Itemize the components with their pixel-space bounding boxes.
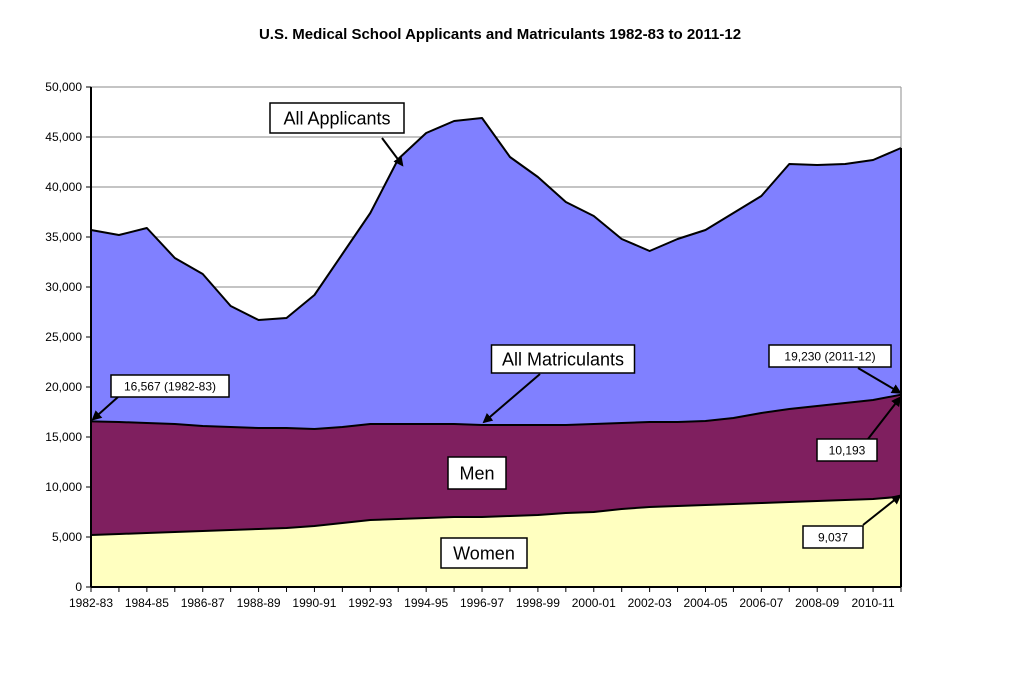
annotation-9-037: 9,037 bbox=[802, 494, 902, 549]
axes: 0 5,000 10,000 15,000 20,000 25,000 30,000 35,0… bbox=[45, 80, 902, 610]
y-tick-label: 5,000 bbox=[52, 530, 82, 544]
x-tick-label: 2010-11 bbox=[851, 596, 894, 610]
x-tick-label: 1984-85 bbox=[125, 596, 169, 610]
line-all-applicants bbox=[90, 117, 902, 321]
annotation-10-193: 10,193 bbox=[816, 396, 902, 462]
annotation-19-230-2011-12: 19,230 (2011-12) bbox=[768, 344, 902, 394]
x-tick-label: 1986-87 bbox=[181, 596, 225, 610]
annotation-arrow bbox=[381, 137, 404, 167]
y-tick-label: 35,000 bbox=[45, 230, 82, 244]
annotation-box bbox=[768, 344, 892, 368]
annotation-box bbox=[269, 102, 405, 134]
y-tick-label: 45,000 bbox=[45, 130, 82, 144]
x-tick-label: 1982-83 bbox=[69, 596, 113, 610]
y-tick-label: 10,000 bbox=[45, 480, 82, 494]
x-tick-label: 1998-99 bbox=[516, 596, 560, 610]
annotation-box bbox=[447, 456, 507, 490]
line-women bbox=[90, 495, 902, 536]
x-tick-label: 1994-95 bbox=[404, 596, 448, 610]
y-tick-label: 20,000 bbox=[45, 380, 82, 394]
annotation-arrow bbox=[867, 396, 902, 440]
annotation-box bbox=[110, 374, 230, 398]
annotation-label: All Matriculants bbox=[502, 349, 624, 369]
annotation-box bbox=[490, 344, 636, 374]
x-tick-label: 1992-93 bbox=[348, 596, 392, 610]
annotation-label: 10,193 bbox=[829, 443, 866, 457]
x-tick-label: 2008-09 bbox=[795, 596, 839, 610]
x-tick-label: 1988-89 bbox=[237, 596, 281, 610]
x-tick-label: 2000-01 bbox=[572, 596, 616, 610]
y-tick-label: 40,000 bbox=[45, 180, 82, 194]
y-tick-label: 15,000 bbox=[45, 430, 82, 444]
annotation-label: Men bbox=[459, 463, 494, 483]
y-tick-label: 30,000 bbox=[45, 280, 82, 294]
annotation-women: Women bbox=[440, 537, 528, 569]
x-tick-label: 2006-07 bbox=[739, 596, 783, 610]
y-tick-label: 50,000 bbox=[45, 80, 82, 94]
annotation-label: All Applicants bbox=[283, 108, 390, 128]
annotation-label: 19,230 (2011-12) bbox=[784, 349, 875, 363]
annotation-all-applicants: All Applicants bbox=[269, 102, 405, 167]
annotation-men: Men bbox=[447, 456, 507, 490]
annotation-box bbox=[440, 537, 528, 569]
x-tick-label: 2004-05 bbox=[683, 596, 727, 610]
annotation-16-567-1982-83: 16,567 (1982-83) bbox=[91, 374, 230, 421]
x-tick-label: 1996-97 bbox=[460, 596, 504, 610]
annotation-label: Women bbox=[453, 543, 515, 563]
annotation-label: 16,567 (1982-83) bbox=[124, 379, 216, 393]
annotation-arrow bbox=[91, 396, 119, 421]
y-tick-label: 25,000 bbox=[45, 330, 82, 344]
annotation-all-matriculants: All Matriculants bbox=[482, 344, 636, 424]
x-tick-label: 1990-91 bbox=[292, 596, 336, 610]
annotation-label: 9,037 bbox=[818, 530, 848, 544]
y-tick-label: 0 bbox=[75, 580, 82, 594]
chart-title: U.S. Medical School Applicants and Matri… bbox=[258, 26, 742, 43]
annotation-arrow bbox=[482, 373, 541, 424]
annotation-arrow bbox=[857, 367, 902, 394]
annotation-box bbox=[816, 438, 878, 462]
line-all-matriculants bbox=[90, 393, 902, 430]
annotations: All Applicants All Matriculants Men Women 16… bbox=[91, 102, 902, 569]
annotation-box bbox=[802, 525, 864, 549]
annotation-arrow bbox=[862, 494, 902, 526]
x-tick-label: 2002-03 bbox=[628, 596, 672, 610]
